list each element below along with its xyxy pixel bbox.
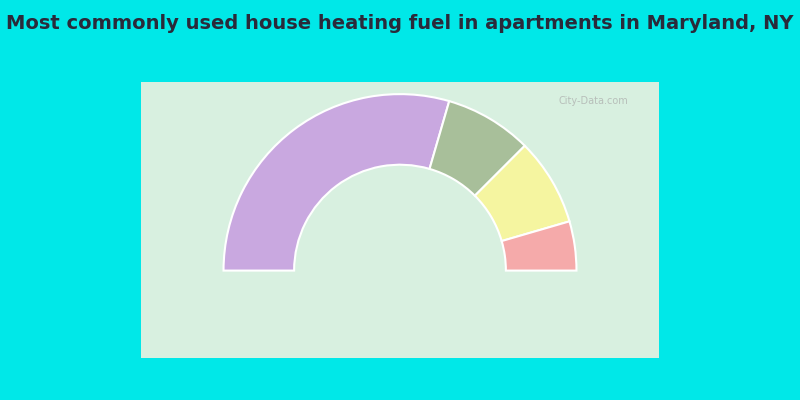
Wedge shape [430,101,525,196]
FancyBboxPatch shape [141,0,659,94]
Text: City-Data.com: City-Data.com [558,96,628,106]
Wedge shape [502,221,577,270]
FancyBboxPatch shape [141,82,659,400]
Wedge shape [223,94,450,270]
Wedge shape [475,146,570,241]
Text: Most commonly used house heating fuel in apartments in Maryland, NY: Most commonly used house heating fuel in… [6,14,794,33]
FancyBboxPatch shape [141,358,659,400]
